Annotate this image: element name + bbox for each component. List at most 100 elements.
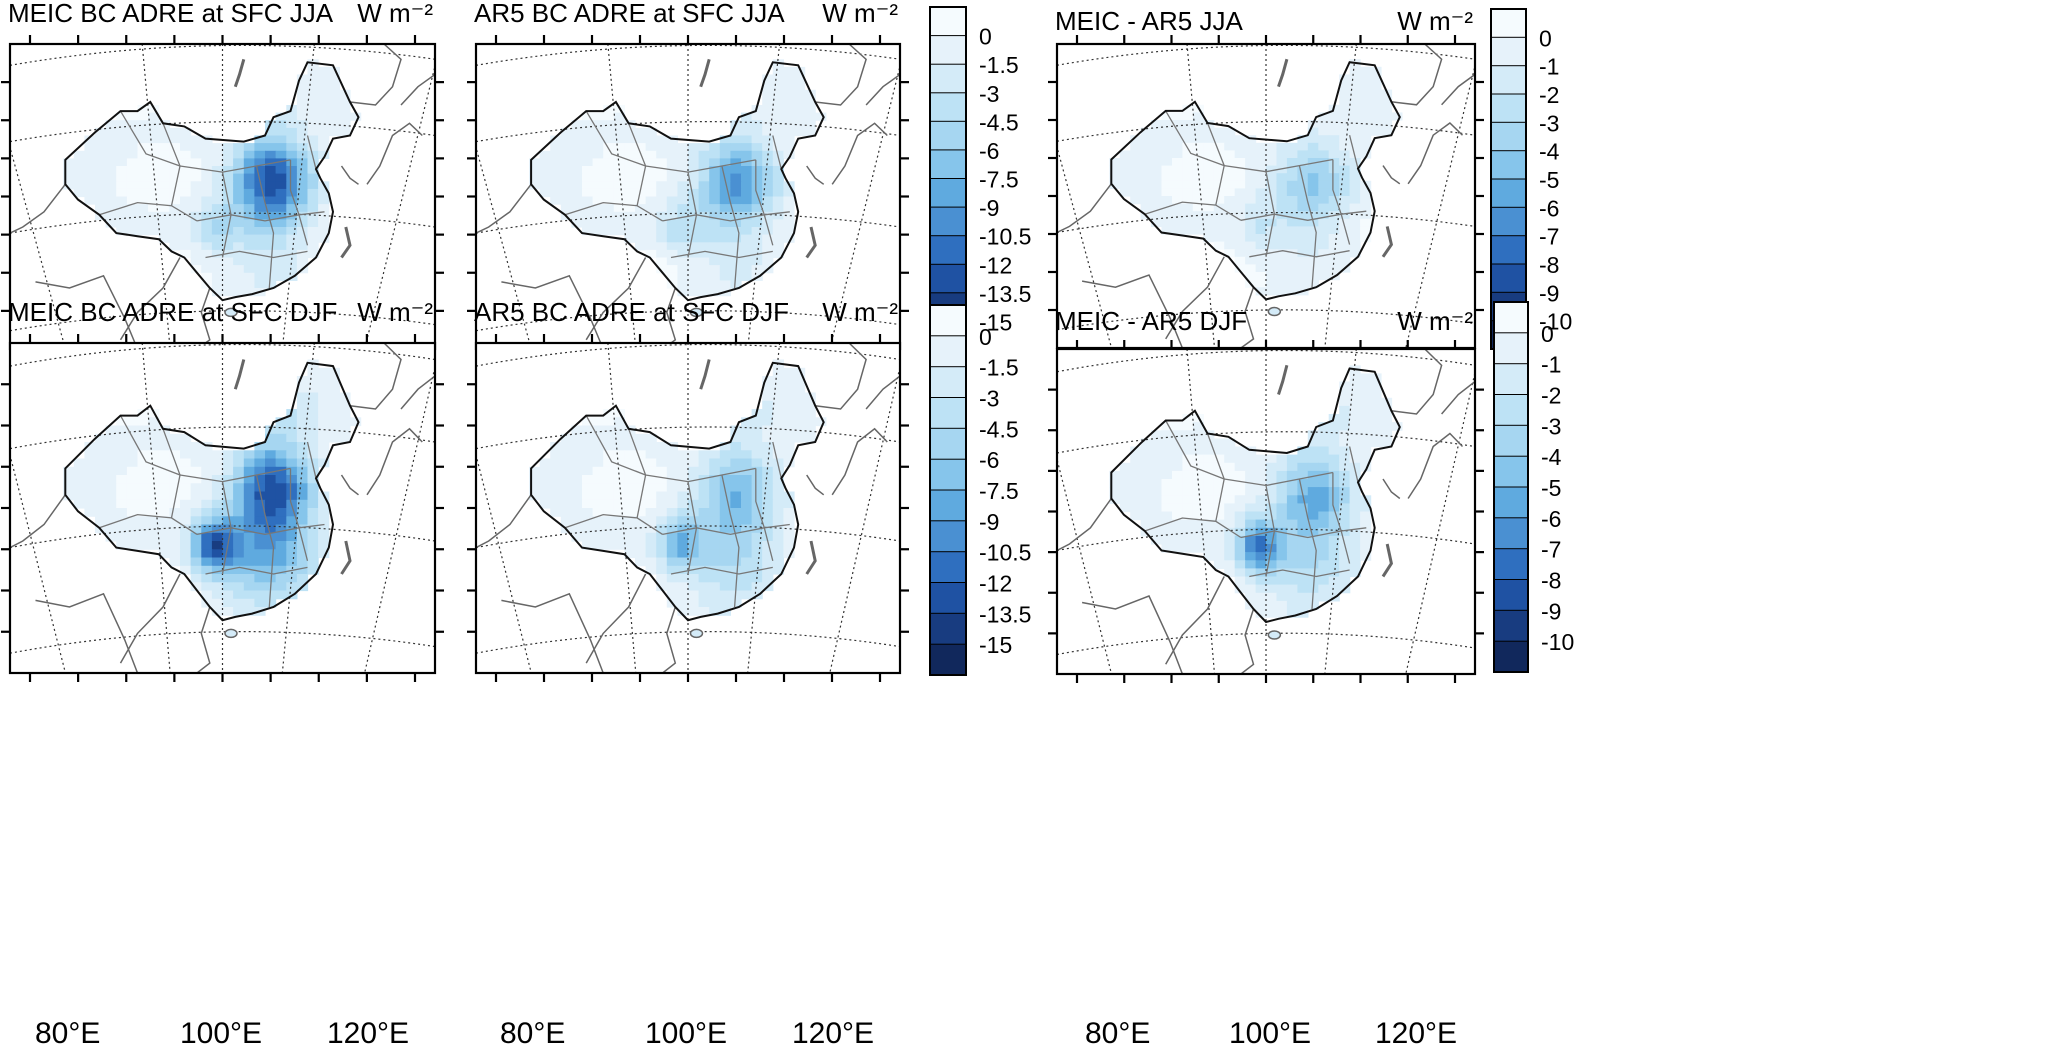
field-cell bbox=[254, 541, 266, 550]
field-cell bbox=[741, 143, 753, 152]
field-cell bbox=[105, 425, 117, 435]
field-cell bbox=[804, 97, 816, 106]
field-cell bbox=[794, 66, 806, 76]
province-border bbox=[205, 566, 308, 575]
field-cell bbox=[243, 582, 255, 592]
field-cell bbox=[190, 491, 202, 501]
field-cell bbox=[1318, 127, 1330, 136]
field-cell bbox=[677, 508, 689, 517]
field-cell bbox=[1286, 568, 1298, 578]
coastlines bbox=[10, 44, 435, 349]
field-cell bbox=[783, 135, 795, 144]
field-cell bbox=[1318, 454, 1330, 464]
field-cell bbox=[1328, 479, 1340, 488]
field-cell bbox=[741, 565, 753, 575]
field-cell bbox=[1339, 568, 1351, 578]
field-cell bbox=[1213, 142, 1225, 151]
field-cell bbox=[1140, 158, 1152, 167]
field-cell bbox=[613, 508, 625, 517]
field-cell bbox=[677, 491, 689, 501]
field-cell bbox=[296, 143, 309, 152]
field-cell bbox=[560, 516, 572, 526]
field-cell bbox=[254, 280, 266, 289]
field-cell bbox=[1224, 188, 1236, 197]
field-cell bbox=[1381, 422, 1393, 431]
field-cell bbox=[1307, 552, 1319, 561]
field-cell bbox=[1203, 544, 1215, 553]
field-cell bbox=[1182, 104, 1194, 113]
field-cell bbox=[656, 541, 668, 550]
field-cell bbox=[1349, 446, 1361, 456]
field-cell bbox=[1349, 203, 1361, 212]
field-cell bbox=[741, 491, 753, 501]
colorbar-swatch bbox=[1493, 332, 1529, 365]
field-cell bbox=[307, 188, 319, 198]
field-cell bbox=[730, 598, 742, 608]
field-cell bbox=[63, 181, 75, 190]
field-cell bbox=[783, 425, 795, 435]
field-cell bbox=[741, 196, 753, 205]
coastline bbox=[1240, 608, 1255, 674]
field-cell bbox=[1297, 218, 1309, 227]
field-cell bbox=[645, 242, 657, 251]
field-cell bbox=[286, 425, 298, 435]
field-cell bbox=[1213, 535, 1225, 545]
field-cell bbox=[1307, 180, 1319, 189]
field-cell bbox=[1266, 479, 1278, 488]
field-cell bbox=[635, 532, 647, 542]
field-cell bbox=[719, 150, 731, 159]
field-cell bbox=[1151, 150, 1163, 159]
field-cell bbox=[169, 433, 181, 443]
field-cell bbox=[603, 219, 615, 228]
field-cell bbox=[211, 249, 224, 259]
field-cell bbox=[741, 227, 753, 236]
field-cell bbox=[1339, 519, 1351, 529]
field-cell bbox=[73, 499, 85, 509]
field-cell bbox=[1213, 188, 1225, 197]
panel-title: MEIC - AR5 JJA bbox=[1055, 6, 1243, 36]
field-cell bbox=[1224, 479, 1236, 488]
field-cell bbox=[1266, 454, 1278, 464]
field-cell bbox=[741, 181, 753, 190]
field-cell bbox=[762, 524, 774, 534]
province-border bbox=[585, 415, 646, 476]
field-cell bbox=[1130, 487, 1142, 496]
field-cell bbox=[158, 541, 170, 550]
field-cell bbox=[307, 181, 319, 190]
field-cell bbox=[1234, 568, 1246, 578]
field-cell bbox=[677, 524, 689, 534]
field-cell bbox=[529, 173, 541, 182]
field-cell bbox=[1203, 142, 1215, 151]
field-cell bbox=[190, 158, 202, 167]
colorbar-swatch bbox=[929, 149, 967, 180]
field-cell bbox=[265, 173, 277, 182]
field-cell bbox=[1328, 519, 1340, 529]
field-cell bbox=[233, 242, 245, 251]
country-outline bbox=[1110, 61, 1401, 301]
province-border bbox=[670, 250, 773, 259]
field-cell bbox=[1276, 256, 1288, 265]
field-cell bbox=[1349, 188, 1361, 197]
field-cell bbox=[772, 74, 784, 83]
field-cell bbox=[613, 417, 625, 427]
field-cell bbox=[265, 574, 277, 583]
field-cell bbox=[1276, 241, 1288, 250]
meridian-line bbox=[364, 63, 435, 349]
field-cell bbox=[1360, 112, 1372, 121]
field-cell bbox=[1245, 241, 1257, 250]
field-cell bbox=[211, 211, 224, 220]
field-cell bbox=[275, 227, 287, 236]
field-cell bbox=[751, 442, 763, 451]
field-cell bbox=[1245, 196, 1257, 205]
field-cell bbox=[1161, 495, 1173, 504]
field-cell bbox=[730, 516, 742, 526]
field-cell bbox=[762, 400, 774, 410]
field-cell bbox=[582, 135, 594, 144]
field-cell bbox=[603, 166, 615, 175]
field-cell bbox=[592, 475, 604, 484]
field-cell bbox=[116, 219, 128, 228]
field-cell bbox=[318, 384, 330, 394]
colorbar-label: -4.5 bbox=[979, 109, 1019, 135]
field-cell bbox=[169, 227, 181, 236]
field-cell bbox=[1172, 226, 1184, 235]
